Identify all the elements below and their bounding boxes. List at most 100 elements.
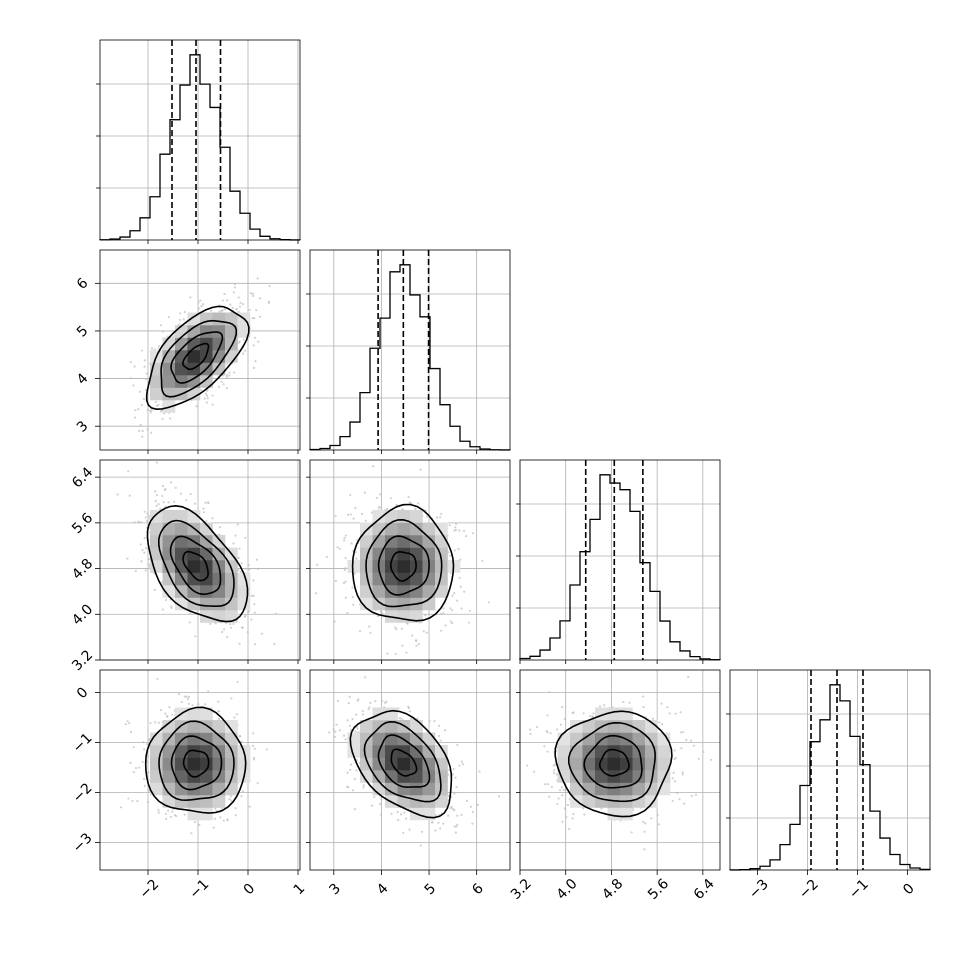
sample-point: [603, 704, 606, 707]
density-cell: [632, 782, 646, 796]
sample-point: [369, 631, 372, 634]
sample-point: [343, 539, 346, 542]
sample-point: [533, 770, 536, 773]
density-cell: [410, 585, 423, 598]
density-cell: [385, 510, 398, 523]
x-tick-label: 3.2: [508, 876, 535, 903]
sample-point: [439, 629, 443, 632]
density-cell: [187, 745, 201, 758]
density-cell: [397, 522, 411, 536]
sample-point: [233, 286, 237, 289]
sample-point: [164, 598, 168, 601]
contour-line: [351, 503, 455, 622]
sample-point: [448, 554, 452, 557]
contour-line: [598, 748, 630, 777]
density-cell: [150, 387, 163, 401]
sample-point: [218, 526, 222, 529]
density-cell: [187, 350, 201, 363]
sample-point: [386, 652, 389, 655]
sample-point: [205, 520, 208, 523]
sample-point: [259, 297, 262, 300]
sample-point: [169, 417, 172, 420]
density-cell: [212, 547, 226, 561]
density-cell: [225, 757, 238, 771]
sample-point: [373, 795, 376, 799]
histogram-panel-1: [96, 39, 301, 244]
sample-point: [338, 729, 341, 732]
sample-point: [385, 700, 388, 703]
contour-line: [169, 535, 222, 596]
scatter-panel-4-3: 3.2 4.0 4.8 5.6 6.4: [508, 669, 721, 903]
sample-point: [238, 305, 241, 308]
sample-point: [225, 387, 228, 390]
sample-point: [353, 572, 356, 576]
sample-point: [396, 810, 399, 814]
axes-frame: [99, 249, 301, 451]
density-cell: [150, 732, 163, 746]
sample-point: [139, 423, 142, 427]
sample-point: [385, 507, 389, 511]
sample-point: [256, 567, 260, 570]
sample-point: [236, 680, 239, 684]
sample-point: [169, 815, 173, 819]
y-tick-label: 4.8: [69, 556, 96, 583]
sample-point: [362, 784, 365, 787]
sample-point: [268, 285, 271, 288]
density-cell: [570, 745, 583, 758]
density-cell: [657, 745, 671, 758]
density-cell: [397, 572, 411, 586]
sample-point: [183, 695, 186, 698]
sample-point: [174, 486, 177, 489]
x-tick-label: 0: [241, 881, 259, 899]
sample-point: [204, 392, 208, 395]
sample-point: [133, 521, 136, 524]
sample-point: [141, 760, 144, 763]
sample-point: [349, 768, 352, 772]
density-cell: [187, 732, 201, 746]
sample-point: [253, 756, 256, 760]
sample-point: [241, 790, 245, 793]
sample-point: [132, 384, 135, 387]
sample-point: [434, 813, 438, 817]
sample-point: [182, 318, 185, 321]
sample-point: [241, 302, 245, 306]
sample-point: [187, 695, 191, 699]
sample-point: [336, 699, 340, 702]
sample-point: [679, 731, 683, 734]
sample-point: [399, 813, 403, 816]
sample-point: [251, 744, 255, 747]
density-cell: [347, 732, 361, 746]
sample-point: [159, 507, 162, 510]
sample-point: [450, 805, 453, 808]
density-cell: [620, 757, 633, 771]
sample-point: [204, 501, 207, 504]
density-cell: [557, 745, 571, 758]
sample-point: [379, 813, 383, 816]
sample-point: [336, 546, 339, 549]
sample-point: [138, 390, 141, 393]
sample-point: [232, 622, 235, 625]
sample-point: [559, 723, 562, 726]
sample-point: [229, 626, 233, 629]
sample-point: [471, 822, 474, 825]
x-tick-label: −1: [186, 876, 212, 902]
sample-point: [400, 627, 403, 630]
sample-point: [194, 635, 197, 638]
density-cell: [175, 585, 188, 598]
sample-point: [235, 713, 239, 716]
sample-point: [240, 741, 243, 744]
sample-point: [660, 702, 663, 705]
sample-point: [628, 701, 631, 704]
sample-point: [354, 730, 357, 733]
sample-point: [453, 809, 456, 812]
sample-point: [165, 817, 168, 820]
density-cell: [582, 795, 596, 808]
sample-point: [671, 777, 674, 780]
density-cell: [385, 522, 398, 536]
sample-point: [469, 805, 472, 808]
sample-point: [456, 814, 459, 817]
sample-point: [481, 559, 484, 562]
density-cell: [557, 757, 571, 771]
sample-point: [234, 807, 237, 810]
sample-point: [250, 618, 253, 621]
